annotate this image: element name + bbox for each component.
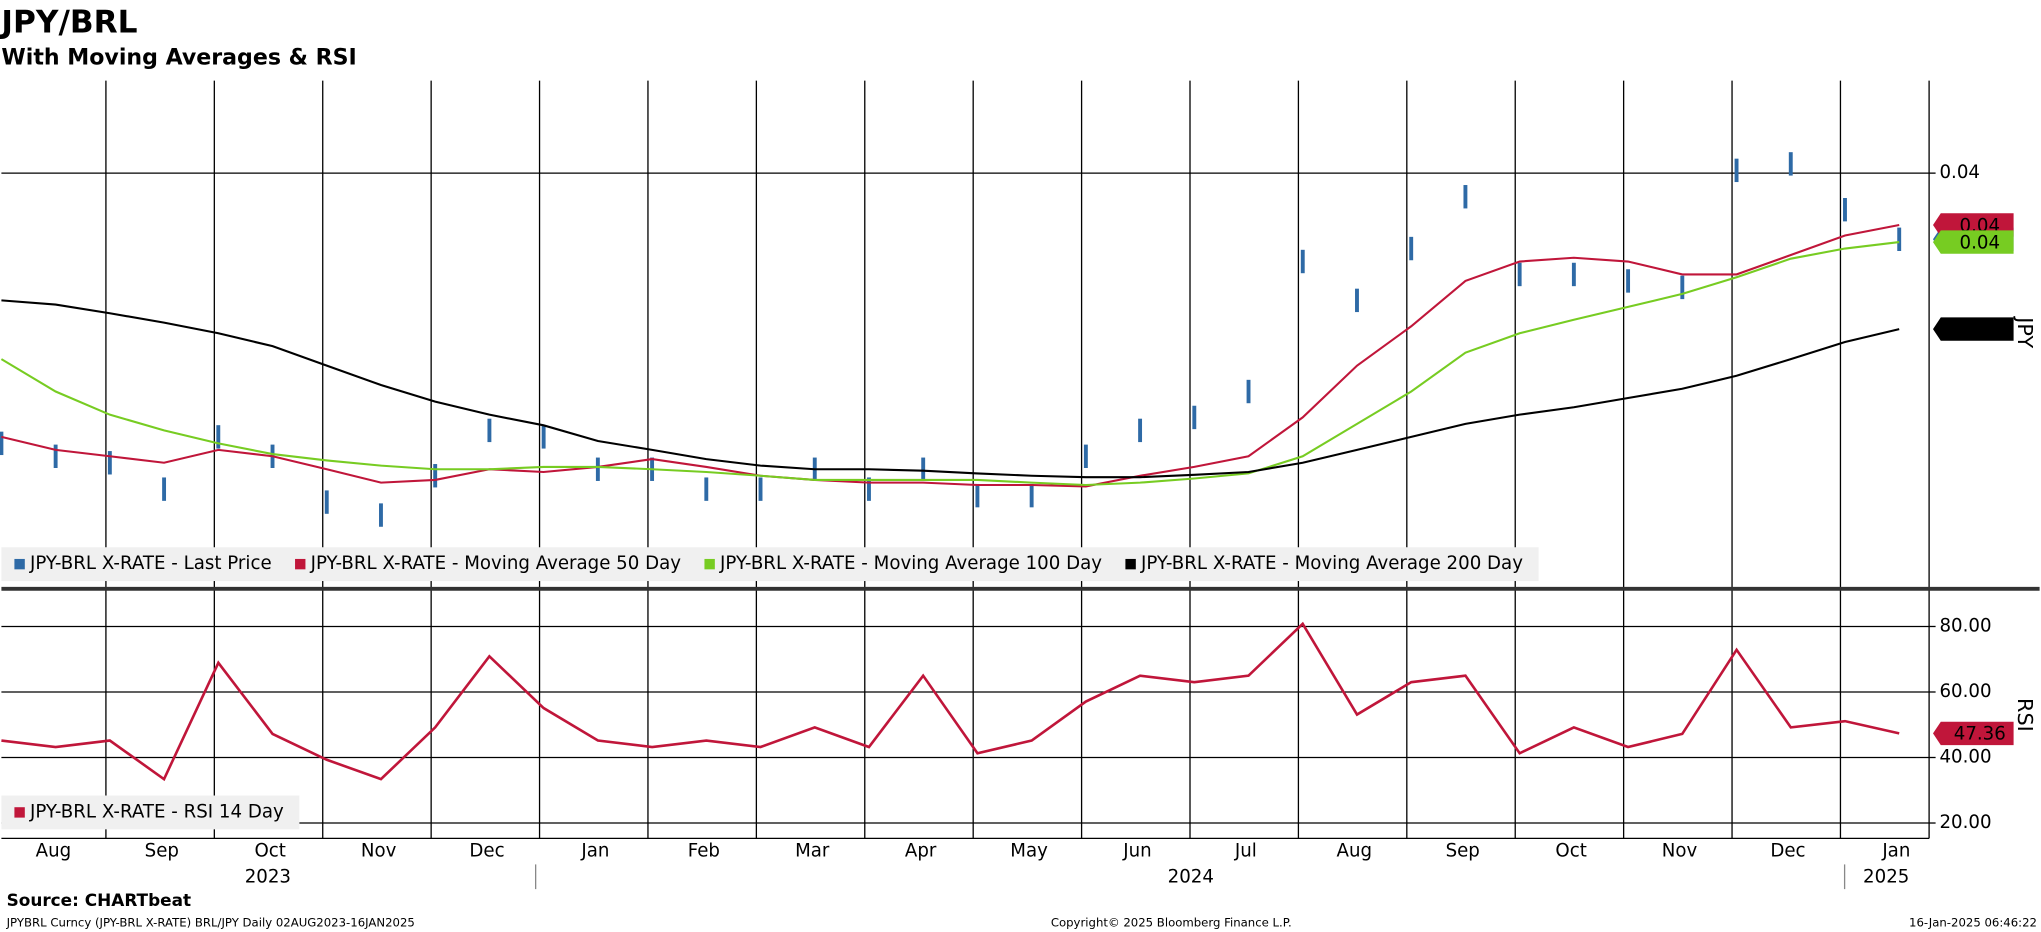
legend-label: JPY-BRL X-RATE - Moving Average 200 Day bbox=[1140, 553, 1523, 574]
x-tick-label: Jan bbox=[1881, 840, 1910, 861]
legend-label: JPY-BRL X-RATE - Moving Average 100 Day bbox=[719, 553, 1102, 574]
y-tick-label: 80.00 bbox=[1940, 615, 1992, 636]
series-line bbox=[1, 299, 1900, 479]
legend-background bbox=[1, 547, 1539, 582]
legend-label: JPY-BRL X-RATE - Moving Average 50 Day bbox=[310, 553, 682, 574]
x-tick-label: Dec bbox=[469, 840, 504, 861]
x-tick-label: Dec bbox=[1770, 840, 1805, 861]
legend-swatch bbox=[704, 558, 715, 570]
legend-label: JPY-BRL X-RATE - Last Price bbox=[29, 553, 272, 574]
footer-center: Copyright© 2025 Bloomberg Finance L.P. bbox=[1051, 915, 1292, 929]
x-tick-label: Jan bbox=[580, 840, 609, 861]
series-line bbox=[0, 241, 1900, 487]
y-tick-label: 20.00 bbox=[1940, 812, 1992, 833]
x-tick-label: Oct bbox=[254, 840, 285, 861]
series-line bbox=[1, 223, 1900, 488]
y-axis-title: JPY bbox=[2013, 315, 2037, 348]
x-tick-label: Mar bbox=[795, 840, 830, 861]
last-value-label: 47.36 bbox=[1954, 724, 2006, 745]
y-tick-label: 60.00 bbox=[1940, 681, 1992, 702]
y-tick-label: 40.00 bbox=[1940, 747, 1992, 768]
footer-left: JPYBRL Curncy (JPY-BRL X-RATE) BRL/JPY D… bbox=[6, 915, 415, 929]
y-axis-title: RSI bbox=[2013, 698, 2037, 732]
x-tick-label: Jul bbox=[1234, 840, 1257, 861]
legend-label: JPY-BRL X-RATE - RSI 14 Day bbox=[29, 801, 284, 822]
year-label: 2024 bbox=[1168, 866, 1214, 887]
x-tick-label: Sep bbox=[145, 840, 179, 861]
last-value-tag bbox=[1933, 317, 2014, 341]
series-line bbox=[1, 621, 1900, 782]
x-tick-label: Feb bbox=[688, 840, 720, 861]
x-tick-label: Aug bbox=[1337, 840, 1373, 861]
x-tick-label: Nov bbox=[361, 840, 397, 861]
legend-swatch bbox=[14, 807, 25, 818]
legend: JPY-BRL X-RATE - Last Price JPY-BRL X-RAT… bbox=[1, 547, 1539, 582]
x-tick-label: Aug bbox=[36, 840, 72, 861]
x-tick-label: Oct bbox=[1555, 840, 1586, 861]
x-tick-label: Nov bbox=[1662, 840, 1698, 861]
legend-swatch bbox=[14, 558, 25, 570]
chart-title: JPY/BRL bbox=[0, 4, 138, 40]
x-tick-label: May bbox=[1010, 840, 1048, 861]
last-value-tag bbox=[1933, 721, 2014, 746]
legend-background bbox=[1, 795, 300, 830]
x-tick-label: Jun bbox=[1122, 840, 1151, 861]
last-value-tag bbox=[1933, 230, 2014, 254]
y-tick-label: 0.04 bbox=[1940, 162, 1981, 183]
legend-swatch bbox=[1125, 558, 1136, 570]
x-tick-label: Sep bbox=[1446, 840, 1480, 861]
footer-right: 16-Jan-2025 06:46:22 bbox=[1909, 915, 2037, 929]
last-value-label: 0.04 bbox=[1960, 319, 2001, 340]
last-value-label: 0.04 bbox=[1960, 232, 2001, 253]
x-tick-label: Apr bbox=[905, 840, 937, 861]
year-label: 2025 bbox=[1863, 866, 1909, 887]
chart-subtitle: With Moving Averages & RSI bbox=[1, 44, 356, 70]
year-label: 2023 bbox=[245, 866, 291, 887]
source: Source: CHARTbeat bbox=[7, 890, 191, 910]
legend-swatch bbox=[295, 558, 306, 570]
legend: JPY-BRL X-RATE - RSI 14 Day bbox=[1, 795, 300, 830]
